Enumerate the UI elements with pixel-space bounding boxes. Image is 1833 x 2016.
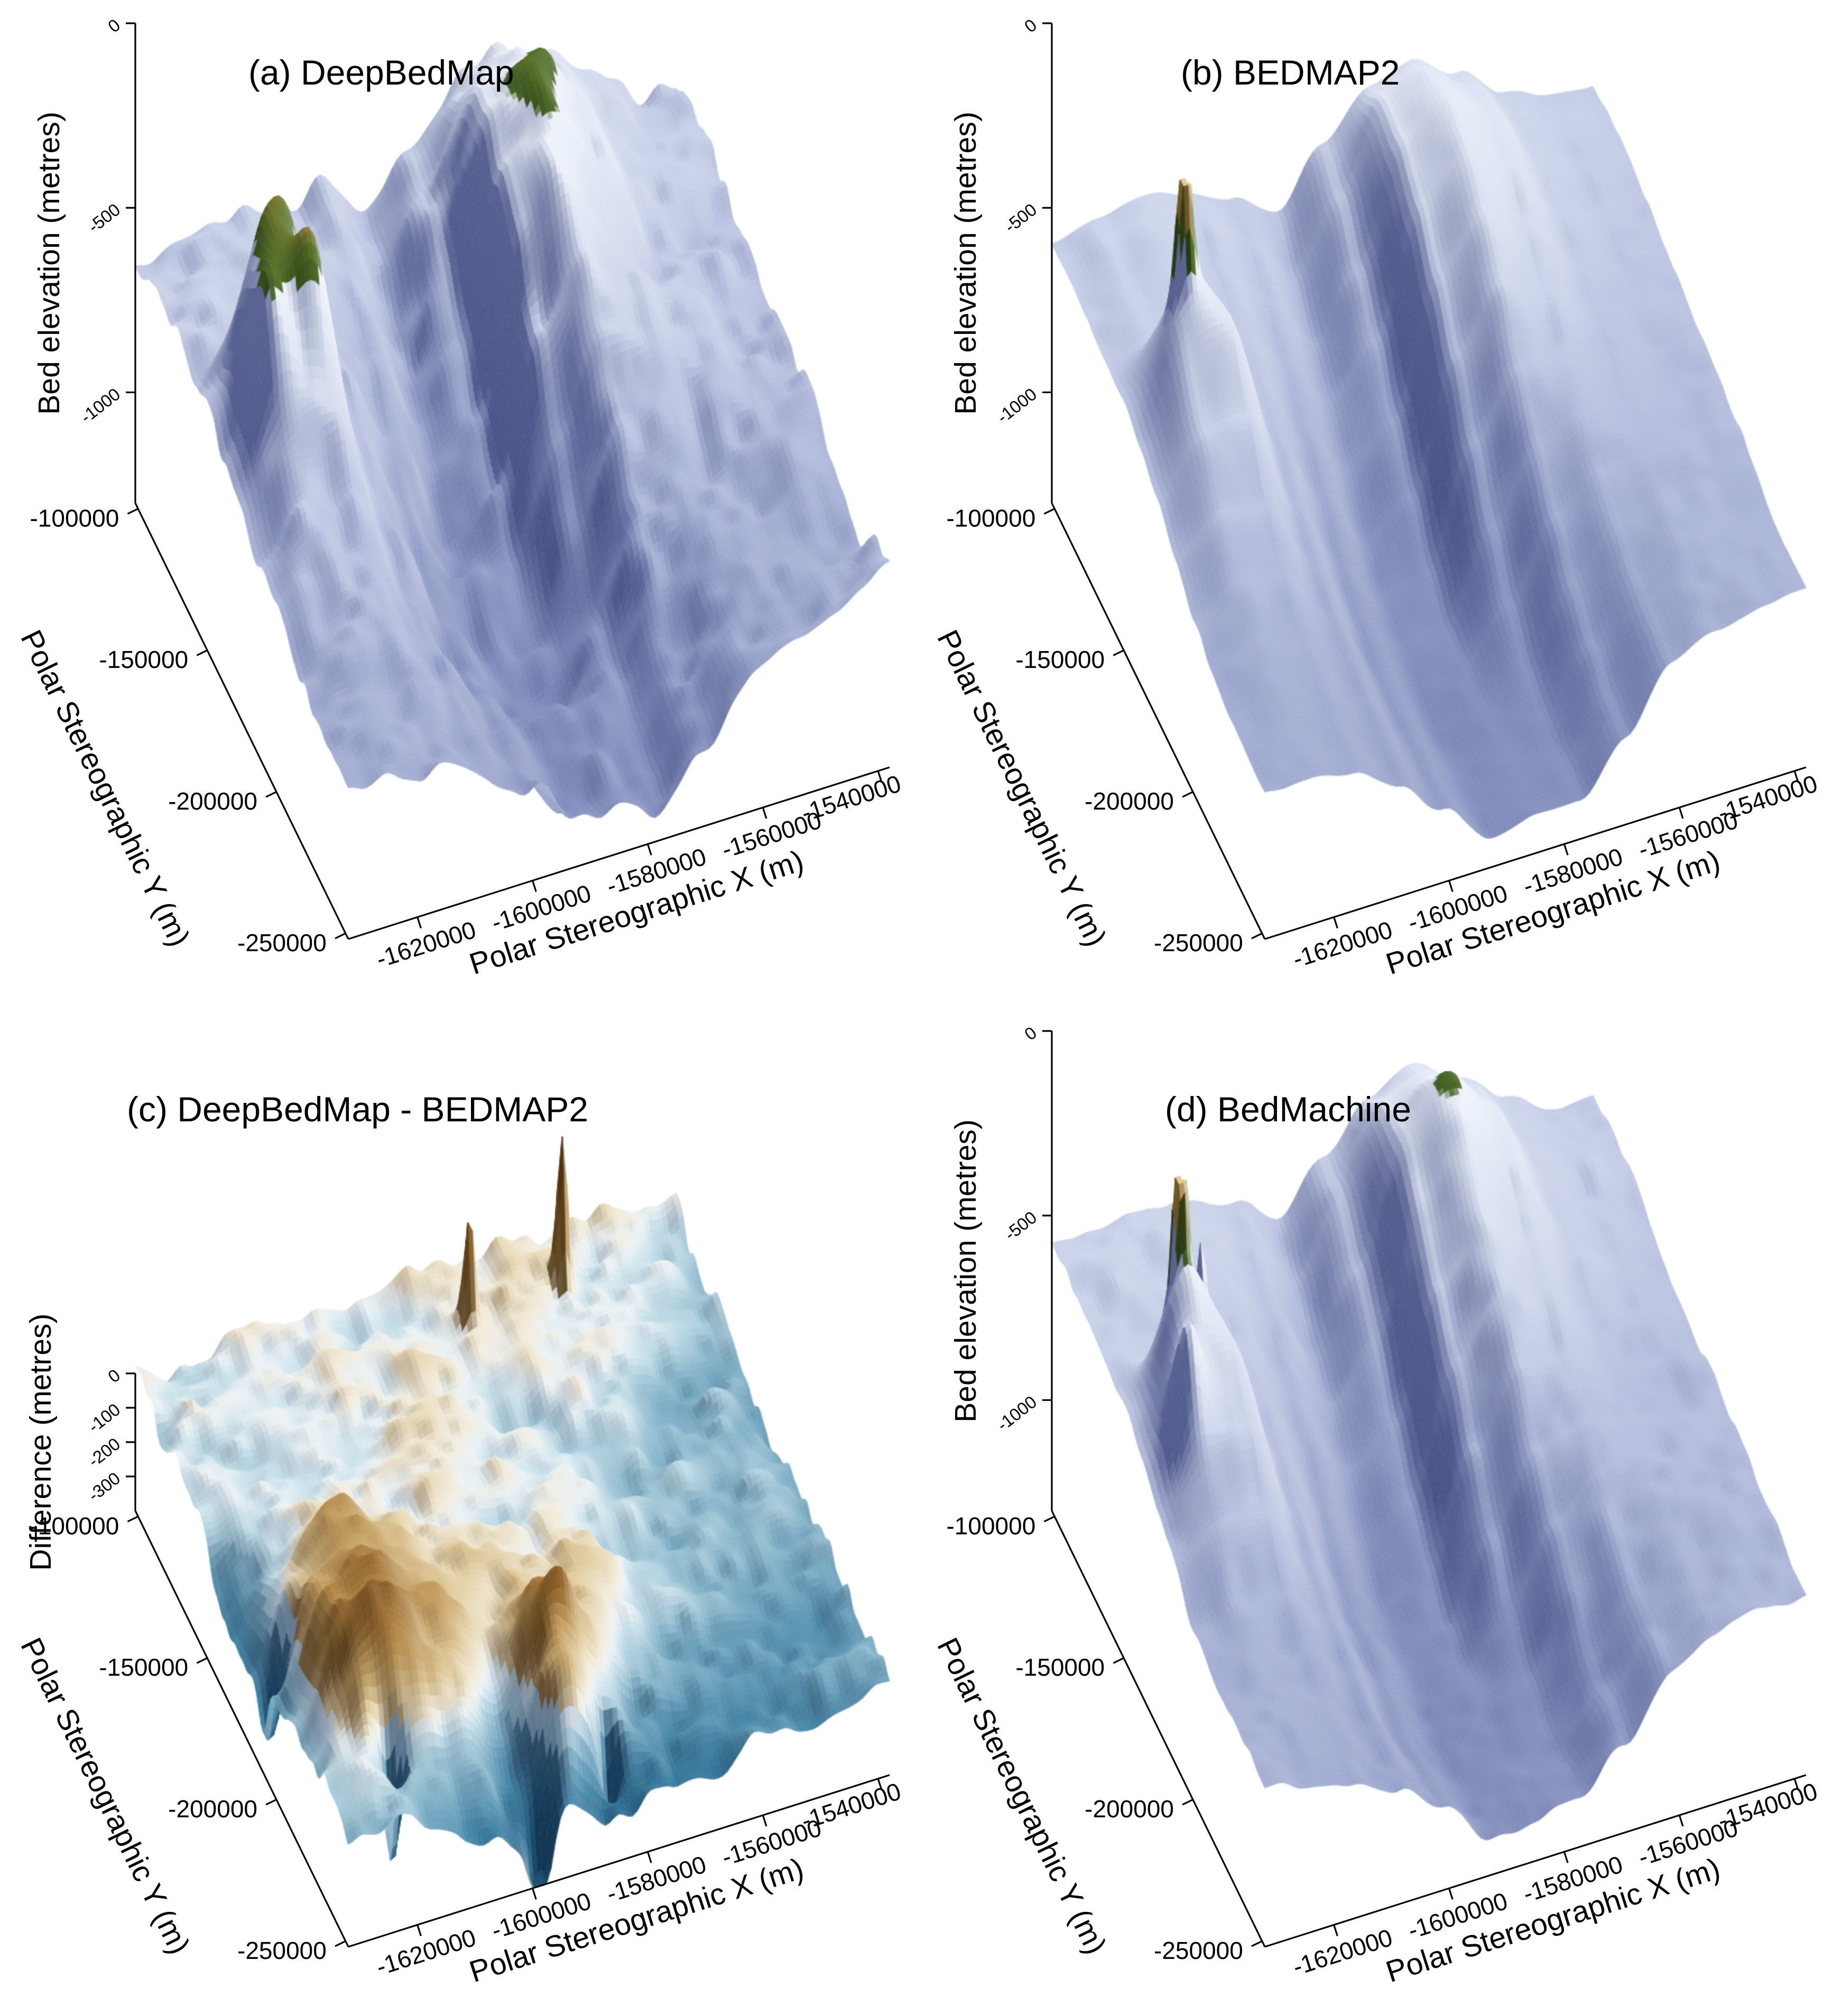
surface-3d-canvas-d [917, 1008, 1833, 2015]
surface-3d-canvas-a [0, 0, 917, 1008]
surface-3d-canvas-c [0, 1008, 917, 2015]
panel-b-bedmap2: 0 -500 -1000 -100000 -150000 -200000 -250000 -1… [917, 0, 1833, 1008]
panel-d-bedmachine: 0 -500 -1000 -100000 -150000 -200000 -250000 -1… [917, 1008, 1833, 2015]
panel-c-difference: 0 -100 -200 -300 -100000 -150000 -200000 -25000… [0, 1008, 917, 2015]
surface-3d-canvas-b [917, 0, 1833, 1008]
panel-a-deepbedmap: 0 -500 -1000 -100000 -150000 -200000 -250000 -1… [0, 0, 917, 1008]
